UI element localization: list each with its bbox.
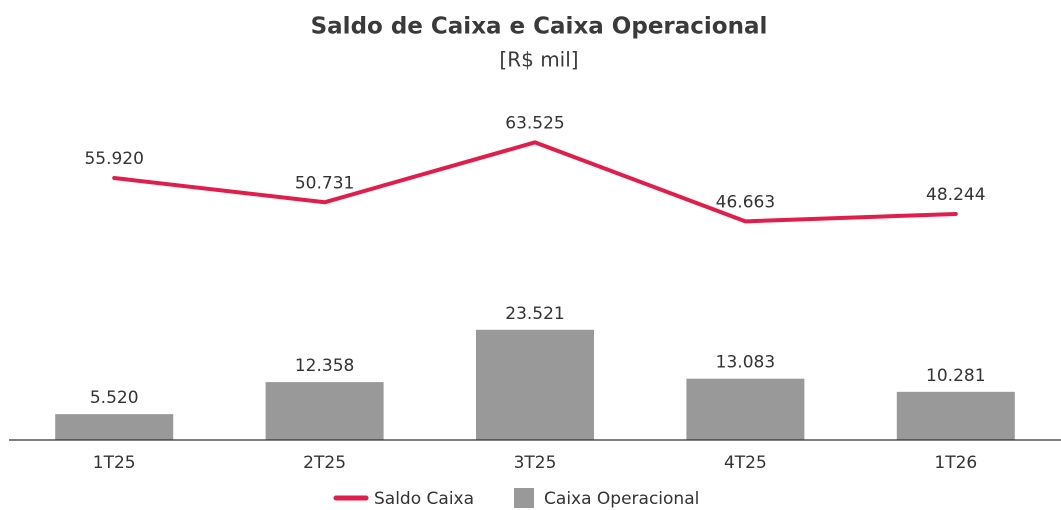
legend-label: Saldo Caixa	[374, 489, 474, 509]
chart-subtitle: [R$ mil]	[499, 48, 578, 72]
bar	[896, 391, 1015, 440]
x-tick-label: 1T26	[934, 453, 977, 473]
x-tick-label: 4T25	[724, 453, 767, 473]
data-label: 46.663	[716, 192, 775, 212]
line	[112, 140, 958, 224]
data-label: 13.083	[716, 353, 775, 373]
bar	[476, 329, 594, 440]
x-tick-label: 1T25	[93, 453, 136, 473]
chart-title: Saldo de Caixa e Caixa Operacional	[311, 14, 768, 40]
data-label: 5.520	[90, 388, 139, 408]
data-label: 10.281	[926, 366, 985, 386]
bar	[686, 378, 805, 440]
bar	[265, 382, 384, 440]
data-label: 63.525	[505, 113, 564, 133]
data-label: 50.731	[295, 173, 354, 193]
data-label: 12.358	[295, 356, 354, 376]
x-tick-label: 3T25	[514, 453, 557, 473]
legend-swatch	[514, 488, 535, 508]
bar	[55, 414, 174, 440]
data-label: 55.920	[84, 149, 143, 169]
x-tick-label: 2T25	[303, 453, 346, 473]
data-label: 48.244	[926, 185, 985, 205]
legend-label: Caixa Operacional	[544, 489, 699, 509]
data-label: 23.521	[505, 304, 564, 324]
